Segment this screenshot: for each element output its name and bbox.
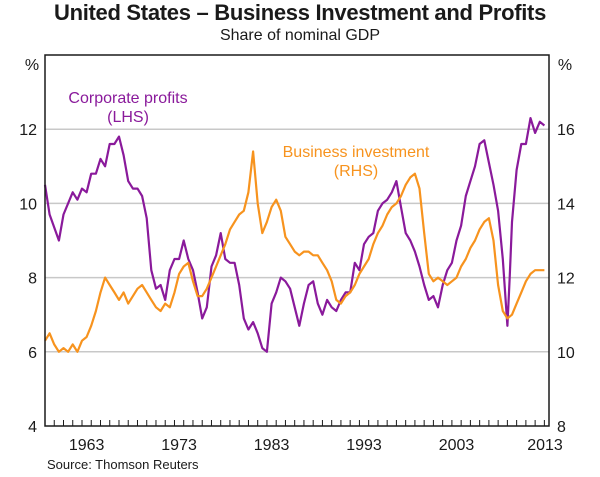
- x-axis: 1963 1973 1983 1993 2003 2013: [44, 420, 563, 454]
- y-tick-label-right: 12: [557, 271, 575, 288]
- x-tick-label: 1963: [69, 437, 105, 454]
- y-axis-left-unit: %: [25, 57, 39, 74]
- y-tick-label-right: 8: [557, 419, 566, 436]
- x-tick-label: 1983: [254, 437, 290, 454]
- series-line-corporate-profits: [43, 116, 546, 353]
- y-tick-label-left: 6: [28, 345, 37, 362]
- y-tick-label-left: 4: [28, 419, 37, 436]
- y-tick-label-left: 12: [19, 122, 37, 139]
- y-axis-right-unit: %: [558, 57, 572, 74]
- y-tick-label-right: 10: [557, 345, 575, 362]
- y-tick-label-left: 8: [28, 271, 37, 288]
- source-note: Source: Thomson Reuters: [47, 457, 199, 472]
- x-tick-label: 1973: [161, 437, 197, 454]
- chart-subtitle: Share of nominal GDP: [219, 27, 381, 44]
- x-tick-label: 2013: [527, 437, 563, 454]
- annotation-business-investment: Business investment: [283, 144, 430, 161]
- gridlines: [45, 128, 549, 353]
- x-tick-label: 2003: [439, 437, 475, 454]
- annotation-corporate-profits: Corporate profits: [68, 90, 187, 107]
- series-line-business-investment: [44, 150, 545, 353]
- y-tick-label-left: 10: [19, 196, 37, 213]
- plot-frame: [44, 54, 550, 427]
- y-axes: 4 6 8 10 12 8 10 12 14 16: [19, 122, 575, 436]
- y-tick-label-right: 16: [557, 122, 575, 139]
- annotation-corporate-profits-axis: (LHS): [107, 109, 149, 126]
- x-tick-label: 1993: [346, 437, 382, 454]
- series-lines: [43, 116, 546, 353]
- annotation-business-investment-axis: (RHS): [334, 163, 378, 180]
- y-tick-label-right: 14: [557, 196, 575, 213]
- chart-title: United States – Business Investment and …: [53, 0, 547, 25]
